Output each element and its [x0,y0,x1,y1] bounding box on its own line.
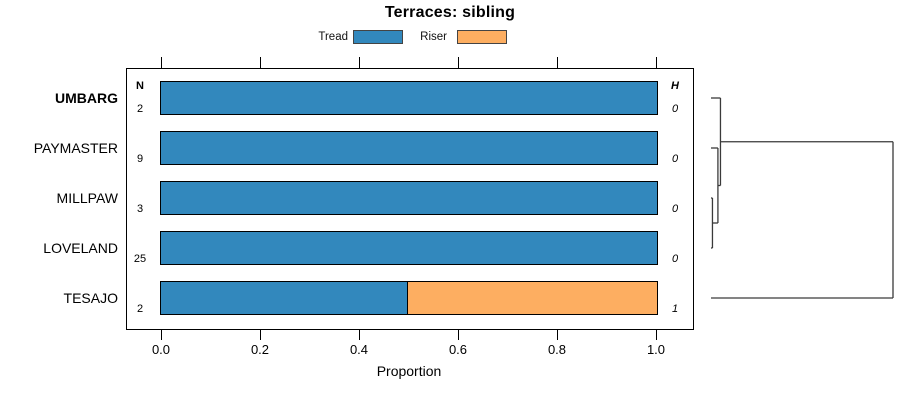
bar-segment-tread-paymaster [159,131,658,165]
bar-segment-tread-umbarg [159,81,658,115]
bar-segment-tread-millpaw [159,181,658,215]
h-value-tesajo: 1 [671,303,679,315]
tick-label-0.6: 0.6 [448,342,468,357]
bar-segment-riser-tesajo [407,281,658,315]
tick-mark-top-0.6 [457,57,459,68]
legend-swatch-riser [457,30,507,44]
n-column-header: N [136,80,144,92]
tick-mark-top-0.2 [259,57,261,68]
row-label-umbarg: UMBARG [55,90,118,106]
tick-mark-bottom-0.0 [160,330,162,340]
tick-mark-bottom-0.8 [556,330,558,340]
tick-mark-bottom-0.6 [457,330,459,340]
tick-mark-bottom-1.0 [655,330,657,340]
row-label-tesajo: TESAJO [63,290,118,306]
h-value-paymaster: 0 [671,153,679,165]
n-value-loveland: 25 [133,253,147,265]
tick-mark-top-0.8 [556,57,558,68]
chart-title: Terraces: sibling [384,4,516,21]
tick-mark-bottom-0.4 [358,330,360,340]
tick-label-0.8: 0.8 [547,342,567,357]
bar-segment-tread-loveland [159,231,658,265]
h-value-umbarg: 0 [671,103,679,115]
tick-mark-top-0.0 [160,57,162,68]
tick-label-0.0: 0.0 [151,342,171,357]
row-label-paymaster: PAYMASTER [33,140,118,156]
n-value-umbarg: 2 [136,103,144,115]
tick-mark-top-0.4 [358,57,360,68]
legend-label-riser: Riser [420,31,447,43]
n-value-millpaw: 3 [136,203,144,215]
x-axis-title: Proportion [376,363,442,379]
h-value-millpaw: 0 [671,203,679,215]
bar-segment-tread-tesajo [159,281,410,315]
legend-swatch-tread [353,30,403,44]
tick-mark-bottom-0.2 [259,330,261,340]
row-label-loveland: LOVELAND [43,240,118,256]
tick-label-0.4: 0.4 [349,342,369,357]
row-label-millpaw: MILLPAW [56,190,118,206]
tick-label-0.2: 0.2 [250,342,270,357]
h-value-loveland: 0 [671,253,679,265]
h-column-header: H [671,80,679,92]
tick-mark-top-1.0 [655,57,657,68]
legend-label-tread: Tread [318,31,348,43]
n-value-paymaster: 9 [136,153,144,165]
tick-label-1.0: 1.0 [646,342,666,357]
dendrogram [711,97,894,299]
n-value-tesajo: 2 [136,303,144,315]
